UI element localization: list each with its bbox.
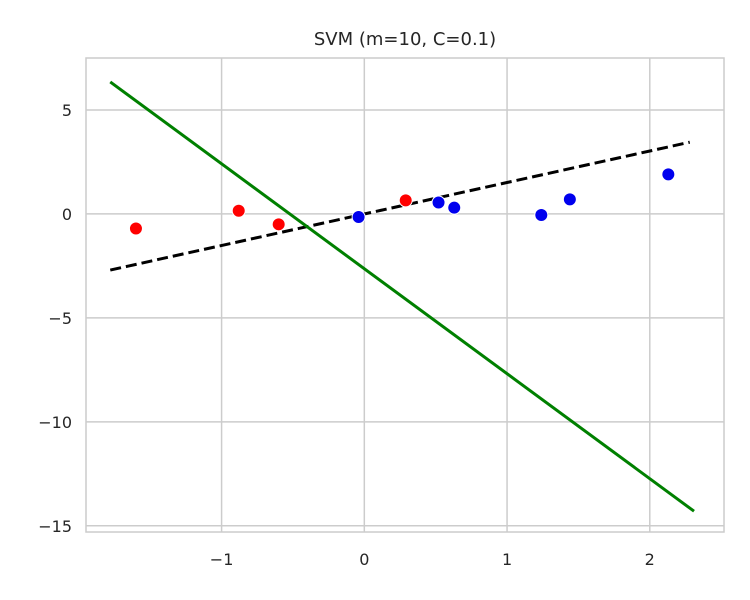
scatter-points [128,167,676,236]
chart-title: SVM (m=10, C=0.1) [314,29,496,50]
y-tick-label: 5 [62,101,72,120]
grid [86,58,724,532]
true-boundary-dashed-line [109,140,691,272]
y-tick-label: 0 [62,205,72,224]
x-tick-label: −1 [210,550,234,569]
blue-data-point [534,207,549,222]
y-tick-label: −15 [38,517,72,536]
red-data-point [128,221,143,236]
x-tick-label: 2 [645,550,655,569]
decision-lines [109,80,695,513]
y-tick-label: −10 [38,413,72,432]
plot-frame [85,57,725,533]
x-tick-label: 0 [359,550,369,569]
y-tick-label: −5 [48,309,72,328]
x-tick-label: 1 [502,550,512,569]
blue-data-point [431,195,446,210]
blue-data-point [562,192,577,207]
red-data-point [231,203,246,218]
y-tick-labels: 5 0 −5 −10 −15 [38,101,72,536]
red-data-point [398,193,413,208]
plot-background [86,58,724,532]
blue-data-point [447,200,462,215]
blue-data-point [351,210,366,225]
svm-boundary-line [109,80,695,513]
blue-data-point [661,167,676,182]
red-data-point [271,217,286,232]
x-tick-labels: −1 0 1 2 [210,550,655,569]
